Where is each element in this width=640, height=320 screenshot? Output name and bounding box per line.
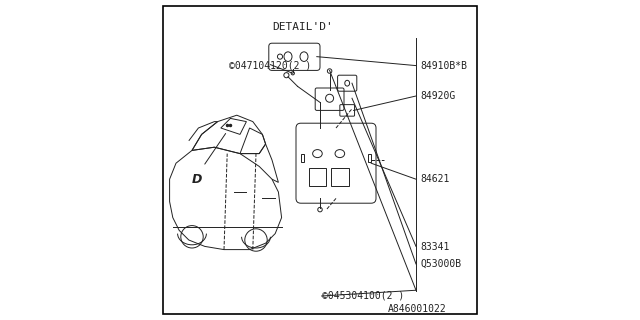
Text: 84910B*B: 84910B*B	[421, 60, 468, 71]
Text: 84920G: 84920G	[421, 91, 456, 101]
Text: A846001022: A846001022	[388, 304, 447, 314]
Text: Q53000B: Q53000B	[421, 259, 462, 269]
Bar	[301, 154, 304, 162]
Bar	[309, 168, 326, 186]
Text: 83341: 83341	[421, 242, 450, 252]
Text: ©045304100(2 ): ©045304100(2 )	[322, 291, 404, 301]
Bar	[332, 168, 349, 186]
Text: 84621: 84621	[421, 174, 450, 184]
Text: DETAIL'D': DETAIL'D'	[272, 22, 333, 32]
Bar	[368, 154, 371, 162]
Text: ©047104120(2 ): ©047104120(2 )	[229, 60, 311, 71]
Text: D: D	[191, 173, 202, 186]
